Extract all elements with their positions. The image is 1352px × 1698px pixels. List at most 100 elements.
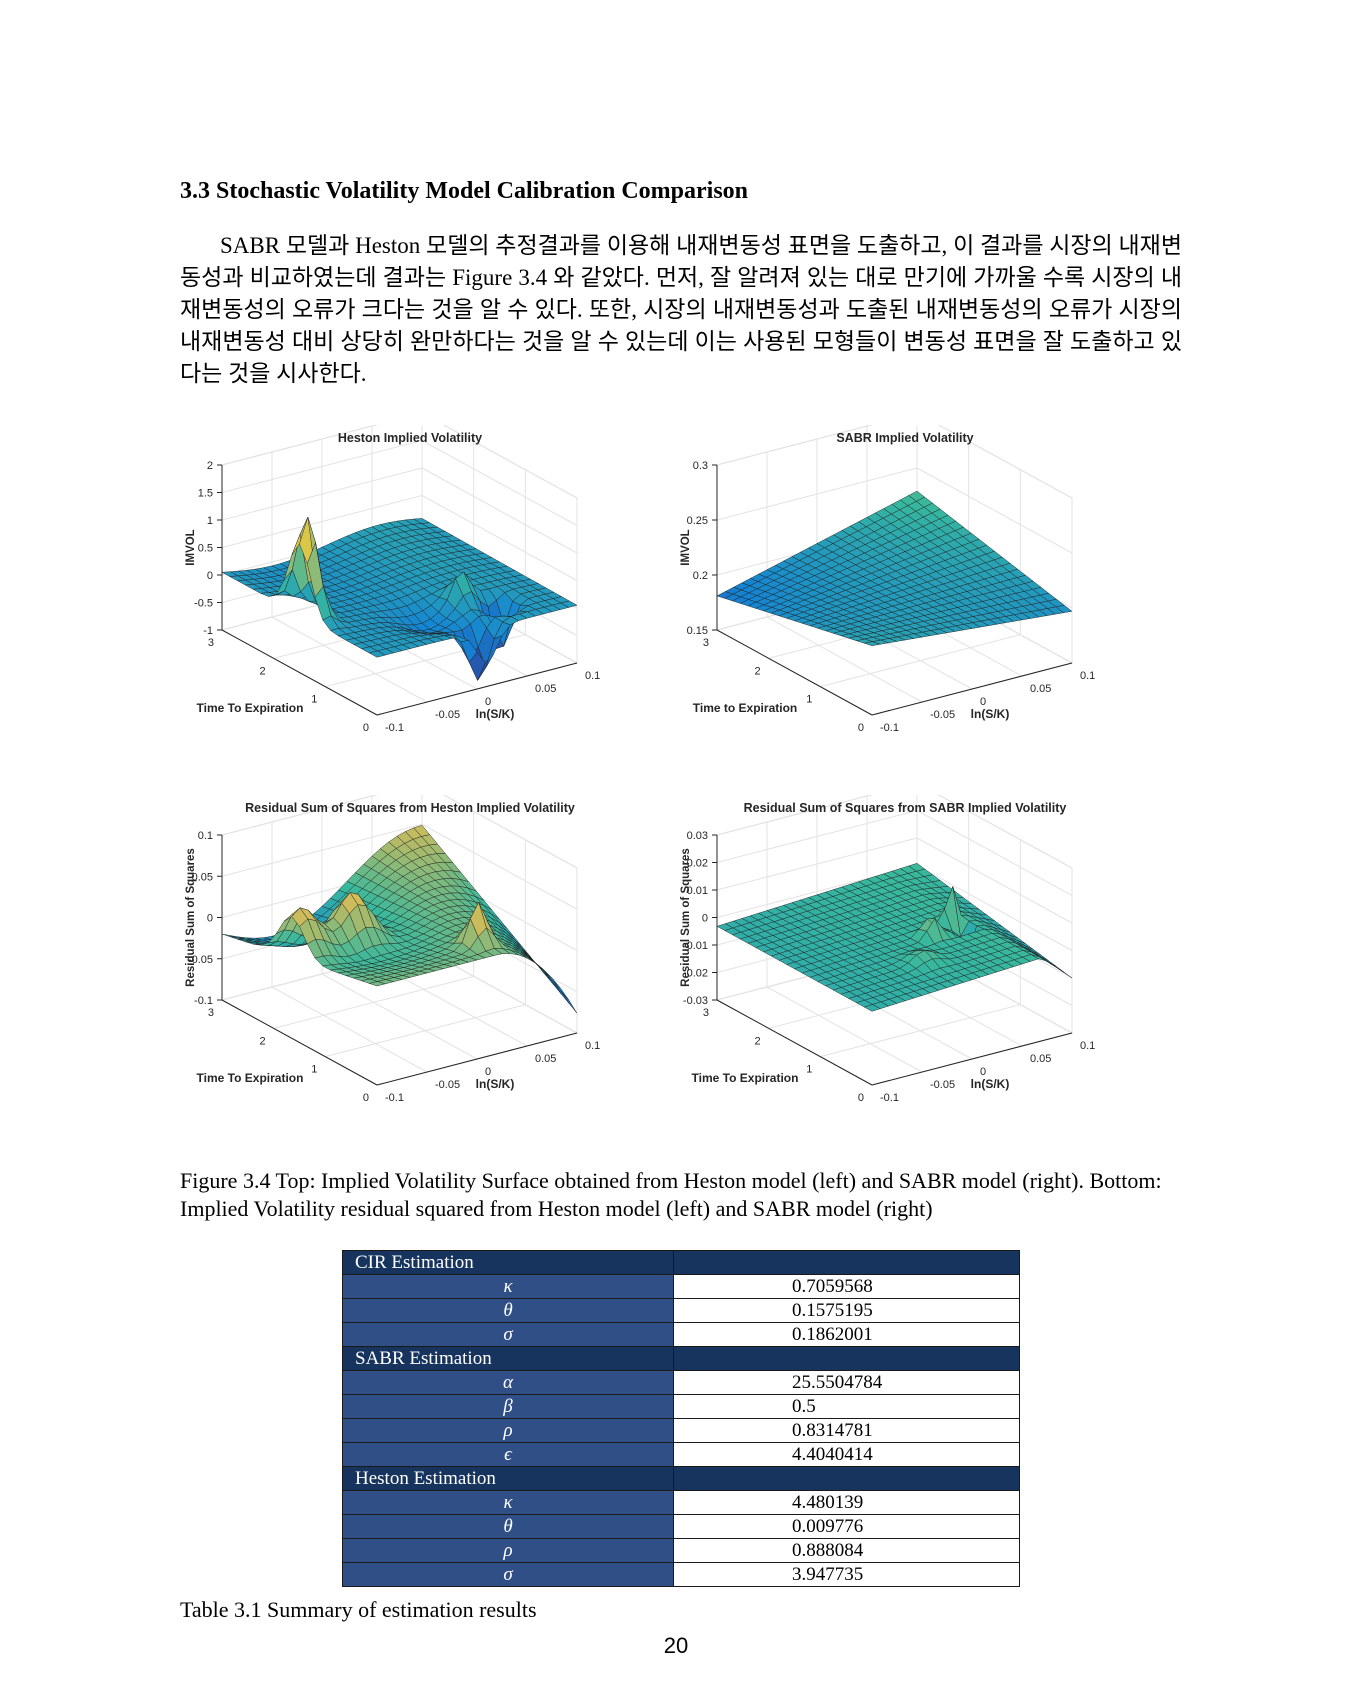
x-tick-label: 0 xyxy=(980,1066,986,1078)
z-tick-label: -0.01 xyxy=(683,940,708,952)
z-axis-label: IMVOL xyxy=(680,529,692,565)
chart-heston-implied-volatility: 2 1.5 1 0.5 0 -0.5 -1 3 2 1 0 -0.1 -0.05 0 0.05 0.1 Hest… xyxy=(180,412,670,780)
group-header-label: Heston Estimation xyxy=(342,1466,674,1491)
x-axis-label: ln(S/K) xyxy=(971,707,1010,721)
z-tick-label: -0.5 xyxy=(194,598,213,610)
x-axis-label: ln(S/K) xyxy=(971,1077,1010,1091)
x-tick-label: -0.1 xyxy=(880,722,899,734)
parameter-cell: θ xyxy=(342,1514,674,1539)
y-tick-label: 1 xyxy=(806,694,812,706)
z-tick-label: 1 xyxy=(207,515,213,527)
z-tick-label: 0 xyxy=(207,570,213,582)
group-header-row: SABR Estimation xyxy=(342,1346,1020,1371)
surface-patch xyxy=(560,990,578,1014)
paragraph-text: SABR 모델과 Heston 모델의 추정결과를 이용해 내재변동성 표면을 … xyxy=(180,233,1182,386)
page-number: 20 xyxy=(663,1633,689,1658)
y-tick-label: 1 xyxy=(311,694,317,706)
chart-title: Heston Implied Volatility xyxy=(338,431,482,445)
surface-mesh xyxy=(221,825,578,1014)
y-tick-label: 2 xyxy=(260,665,266,677)
group-header-row: Heston Estimation xyxy=(342,1466,1020,1491)
x-tick-label: 0 xyxy=(485,1066,491,1078)
value-cell: 4.480139 xyxy=(673,1490,1020,1515)
x-tick-label: -0.05 xyxy=(435,1079,460,1091)
value-cell: 25.5504784 xyxy=(673,1370,1020,1395)
table-row: θ 0.009776 xyxy=(342,1514,1020,1539)
y-tick-label: 3 xyxy=(703,1007,709,1019)
y-tick-label: 0 xyxy=(858,1092,864,1104)
z-tick-label: -1 xyxy=(203,625,213,637)
chart-title: Residual Sum of Squares from SABR Implie… xyxy=(744,801,1067,815)
z-tick-label: 0.05 xyxy=(192,871,213,883)
value-cell: 4.4040414 xyxy=(673,1442,1020,1467)
body-paragraph: SABR 모델과 Heston 모델의 추정결과를 이용해 내재변동성 표면을 … xyxy=(180,230,1182,390)
parameter-cell: σ xyxy=(342,1322,674,1347)
z-tick-label: 0 xyxy=(702,913,708,925)
x-tick-label: 0 xyxy=(485,696,491,708)
surface-mesh xyxy=(716,863,1073,1012)
z-tick-label: -0.02 xyxy=(683,968,708,980)
value-cell: 0.7059568 xyxy=(673,1274,1020,1299)
parameter-cell: ρ xyxy=(342,1418,674,1443)
z-tick-label: 0.3 xyxy=(693,460,708,472)
z-tick-label: 0.25 xyxy=(687,515,708,527)
value-cell: 3.947735 xyxy=(673,1562,1020,1587)
z-tick-label: -0.03 xyxy=(683,995,708,1007)
table-row: ρ 0.888084 xyxy=(342,1538,1020,1563)
x-axis-label: ln(S/K) xyxy=(476,707,515,721)
y-axis-label: Time To Expiration xyxy=(197,701,304,715)
y-axis-label: Time To Expiration xyxy=(197,1071,304,1085)
z-tick-label: 0.01 xyxy=(687,885,708,897)
surface-plot-svg: 2 1.5 1 0.5 0 -0.5 -13 2 1 0 -0.1 -0.05 0 0.05 0.1 Hest… xyxy=(185,412,600,734)
table-row: κ 0.7059568 xyxy=(342,1274,1020,1299)
parameter-cell: κ xyxy=(342,1274,674,1299)
y-tick-label: 3 xyxy=(208,637,214,649)
x-tick-label: -0.05 xyxy=(435,709,460,721)
value-cell: 0.1575195 xyxy=(673,1298,1020,1323)
x-axis-label: ln(S/K) xyxy=(476,1077,515,1091)
y-tick-label: 0 xyxy=(363,722,369,734)
x-tick-label: 0 xyxy=(980,696,986,708)
group-header-blank xyxy=(673,1466,1020,1491)
parameter-cell: α xyxy=(342,1370,674,1395)
value-cell: 0.009776 xyxy=(673,1514,1020,1539)
figure-caption: Figure 3.4 Top: Implied Volatility Surfa… xyxy=(180,1168,1162,1221)
y-tick-label: 2 xyxy=(755,665,761,677)
parameter-cell: κ xyxy=(342,1490,674,1515)
x-tick-label: -0.1 xyxy=(385,722,404,734)
parameter-cell: θ xyxy=(342,1298,674,1323)
y-tick-label: 3 xyxy=(703,637,709,649)
z-axis-label: Residual Sum of Squares xyxy=(185,848,197,987)
y-tick-label: 1 xyxy=(806,1064,812,1076)
table-row: ρ 0.8314781 xyxy=(342,1418,1020,1443)
surface-mesh xyxy=(716,490,1073,646)
value-cell: 0.1862001 xyxy=(673,1322,1020,1347)
y-tick-label: 3 xyxy=(208,1007,214,1019)
table-row: σ 0.1862001 xyxy=(342,1322,1020,1347)
surface-plot-svg: 0.3 0.25 0.2 0.153 2 1 0 -0.1 -0.05 0 0.05 0.1 SABR … xyxy=(680,412,1095,734)
y-tick-label: 2 xyxy=(260,1035,266,1047)
group-header-row: CIR Estimation xyxy=(342,1250,1020,1275)
group-header-blank xyxy=(673,1346,1020,1371)
z-tick-label: 0.1 xyxy=(198,830,213,842)
z-tick-label: 0.03 xyxy=(687,830,708,842)
surface-patch xyxy=(1055,966,1073,979)
surface-patch xyxy=(1055,605,1073,613)
z-tick-label: 0.15 xyxy=(687,625,708,637)
chart-title: Residual Sum of Squares from Heston Impl… xyxy=(245,801,575,815)
axis-lines xyxy=(716,465,1073,716)
x-tick-label: 0.05 xyxy=(1030,683,1051,695)
group-header-blank xyxy=(673,1250,1020,1275)
value-cell: 0.5 xyxy=(673,1394,1020,1419)
table-caption: Table 3.1 Summary of estimation results xyxy=(180,1597,537,1622)
x-tick-label: 0.1 xyxy=(585,1040,600,1052)
group-header-label: CIR Estimation xyxy=(342,1250,674,1275)
surface-patch xyxy=(560,600,578,608)
parameter-cell: β xyxy=(342,1394,674,1419)
parameter-cell: ρ xyxy=(342,1538,674,1563)
chart-sabr-residuals: 0.03 0.02 0.01 0 -0.01 -0.02 -0.03 3 2 1 0 -0.1 -0.0… xyxy=(675,782,1165,1150)
z-tick-label: 0.5 xyxy=(198,543,213,555)
y-tick-label: 1 xyxy=(311,1064,317,1076)
section-title: 3.3 Stochastic Volatility Model Calibrat… xyxy=(180,178,749,204)
